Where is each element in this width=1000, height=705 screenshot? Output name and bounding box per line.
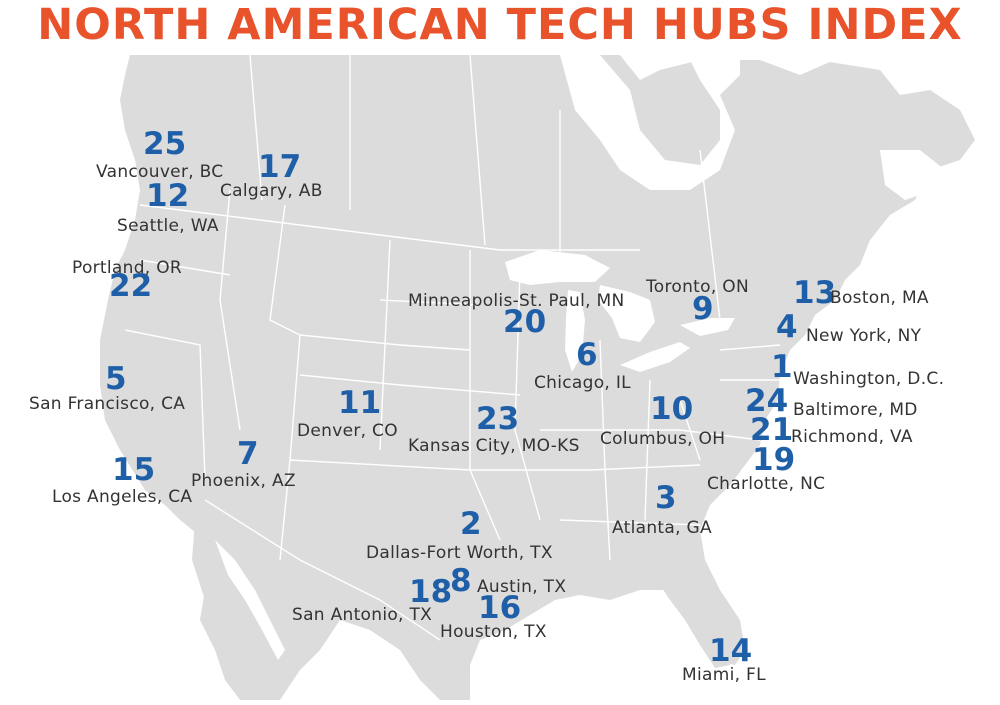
rank-minneapolis-st-paul-mn: 20 [503,304,547,340]
rank-boston-ma: 13 [793,275,837,311]
rank-columbus-oh: 10 [650,391,694,427]
rank-baltimore-md: 24 [745,383,789,419]
city-label-houston-tx: Houston, TX [440,622,547,642]
lake-ontario [680,318,735,336]
rank-charlotte-nc: 19 [752,442,796,478]
rank-denver-co: 11 [338,385,382,421]
rank-kansas-city-mo-ks: 23 [476,401,520,437]
north-america-map [100,55,975,700]
rank-los-angeles-ca: 15 [112,452,156,488]
lake-superior [505,250,610,285]
city-label-charlotte-nc: Charlotte, NC [707,474,826,494]
city-label-san-francisco-ca: San Francisco, CA [29,394,186,414]
city-label-los-angeles-ca: Los Angeles, CA [52,487,193,507]
city-label-new-york-ny: New York, NY [806,326,922,346]
rank-seattle-wa: 12 [146,178,190,214]
city-label-atlanta-ga: Atlanta, GA [612,518,712,538]
gulf-of-california [215,540,285,660]
rank-miami-fl: 14 [709,633,753,669]
city-label-chicago-il: Chicago, IL [534,373,631,393]
rank-vancouver-bc: 25 [143,126,187,162]
gulf-st-lawrence [880,150,945,200]
rank-houston-tx: 16 [478,590,522,626]
rank-toronto-on: 9 [692,291,714,327]
lake-huron [598,285,655,342]
city-label-miami-fl: Miami, FL [682,665,766,685]
city-label-san-antonio-tx: San Antonio, TX [292,605,433,625]
baja-landmass [192,520,275,700]
city-label-dallas-fort-worth-tx: Dallas-Fort Worth, TX [366,543,553,563]
city-label-phoenix-az: Phoenix, AZ [191,471,296,491]
city-label-austin-tx: Austin, TX [477,577,567,597]
rank-dallas-fort-worth-tx: 2 [460,506,482,542]
rank-austin-tx: 8 [450,563,472,599]
city-label-seattle-wa: Seattle, WA [117,216,219,236]
city-label-portland-or: Portland, OR [72,258,183,278]
continent-landmass [100,55,975,700]
city-label-columbus-oh: Columbus, OH [600,429,726,449]
rank-calgary-ab: 17 [258,149,302,185]
rank-new-york-ny: 4 [776,309,798,345]
city-label-toronto-on: Toronto, ON [646,277,749,297]
rank-portland-or: 22 [109,268,153,304]
city-label-kansas-city-mo-ks: Kansas City, MO-KS [408,436,580,456]
rank-san-antonio-tx: 18 [409,574,453,610]
region-borders [124,55,790,641]
rank-chicago-il: 6 [576,337,598,373]
city-label-calgary-ab: Calgary, AB [220,181,323,201]
city-label-richmond-va: Richmond, VA [791,427,913,447]
city-label-baltimore-md: Baltimore, MD [793,400,918,420]
hudson-bay [560,55,740,190]
rank-phoenix-az: 7 [237,436,259,472]
map-title: NORTH AMERICAN TECH HUBS INDEX [37,0,963,50]
rank-washington-d-c: 1 [771,349,793,385]
city-label-washington-d-c: Washington, D.C. [793,369,945,389]
city-label-denver-co: Denver, CO [297,421,398,441]
lake-erie [620,342,690,372]
city-label-boston-ma: Boston, MA [830,288,929,308]
rank-richmond-va: 21 [750,412,794,448]
florida-peninsula [660,585,730,668]
city-label-vancouver-bc: Vancouver, BC [96,162,224,182]
rank-atlanta-ga: 3 [655,480,677,516]
rank-san-francisco-ca: 5 [105,361,127,397]
lake-michigan [565,290,585,372]
city-label-minneapolis-st-paul-mn: Minneapolis-St. Paul, MN [408,291,625,311]
